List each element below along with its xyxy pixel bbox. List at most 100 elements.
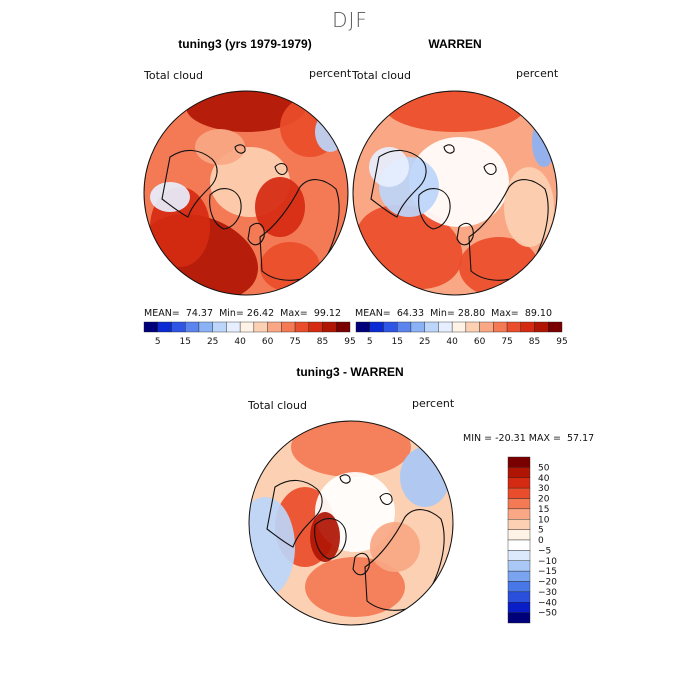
panel3-colorbar-tick-label: 40 [538, 474, 550, 484]
panel1-coastline [161, 149, 218, 218]
panel3-colorbar-swatch [507, 602, 531, 613]
panel2-colorbar-swatch [479, 321, 494, 333]
panel1-colorbar-swatch [281, 321, 296, 333]
panel2-coastline [456, 222, 474, 246]
panel1-polar-map [143, 90, 349, 296]
panel3-min-value: -20.31 [495, 433, 526, 444]
panel3-variable-label: Total cloud [248, 399, 307, 412]
panel1-colorbar-swatch [239, 321, 255, 333]
panel2-min-value: 28.80 [457, 308, 486, 319]
panel1-field-patch [255, 177, 305, 237]
panel2-colorbar-swatch [534, 321, 549, 333]
panel3-field-patch [370, 522, 420, 572]
panel3-colorbar-swatch [507, 477, 531, 489]
panel1-colorbar-swatch [171, 321, 186, 333]
panel3-colorbar-swatch [507, 519, 531, 530]
panel2-colorbar-swatch [383, 321, 398, 333]
panel2-min-label: Min= [430, 308, 455, 319]
panel2-colorbar-swatch [520, 321, 535, 333]
panel3-coastline [352, 552, 370, 576]
panel2-colorbar-tick-label: 85 [529, 337, 540, 347]
panel3-title: tuning3 - WARREN [296, 365, 404, 379]
panel1-colorbar-swatch [322, 321, 337, 333]
panel2-stats: MEAN= 64.33 Min= 28.80 Max= 89.10 [355, 308, 560, 319]
panel2-colorbar: 5 15 25 40 60 75 85 95 [355, 321, 567, 347]
panel3-colorbar-swatch [507, 487, 531, 499]
panel3-colorbar-tick-label: −15 [538, 567, 557, 577]
panel3-field-patch [305, 557, 405, 617]
panel3-colorbar-tick-label: 15 [538, 505, 549, 515]
panel3-colorbar-swatch [507, 581, 531, 593]
panel1-mean-value: 74.37 [185, 308, 214, 319]
panel1-colorbar-tick-label: 40 [234, 337, 246, 347]
panel1-colorbar-swatch [212, 321, 227, 333]
panel2-map-boundary [352, 90, 558, 296]
panel2-coastline [483, 162, 497, 176]
panel3-units-label: percent [412, 397, 455, 410]
panel3-coastline [339, 474, 351, 484]
panel1-colorbar-tick-label: 60 [262, 337, 274, 347]
panel3-colorbar-tick-label: −20 [538, 578, 557, 588]
panel3-colorbar-tick-label: 0 [538, 536, 544, 546]
panel3-colorbar-tick-label: −30 [538, 588, 557, 598]
panel2-colorbar-swatch [424, 321, 439, 333]
panel1-colorbar-tick-label: 85 [317, 337, 328, 347]
page-title: DJF [332, 8, 368, 32]
panel1-coastline [209, 188, 242, 230]
panel2-coastline [468, 179, 549, 281]
panel3-colorbar-swatch [507, 467, 531, 478]
panel2-title: WARREN [428, 37, 482, 51]
panel1-stats: MEAN= 74.37 Min= 26.42 Max= 99.12 [144, 308, 349, 319]
panel1-coastline [234, 144, 246, 154]
panel3-stats: MIN = -20.31 MAX = 57.17 [463, 433, 594, 444]
panel1-units-label: percent [309, 67, 352, 80]
panel1-max-label: Max= [280, 308, 308, 319]
panel3-colorbar-tick-label: −5 [538, 546, 551, 556]
panel2-max-value: 89.10 [524, 308, 553, 319]
panel2-coastline [370, 149, 427, 218]
panel1-mean-label: MEAN= [144, 308, 180, 319]
panel1-variable-label: Total cloud [144, 69, 203, 82]
panel3-max-value: 57.17 [567, 433, 595, 444]
panel3-colorbar-swatch [507, 529, 531, 541]
panel1-colorbar-swatch [253, 321, 268, 333]
panel3-map-boundary [248, 420, 454, 626]
panel1-map-boundary [143, 90, 349, 296]
panel3-polar-map [248, 420, 454, 626]
panel2-colorbar-swatch [506, 321, 521, 333]
panel3-field-patch [291, 421, 411, 477]
panel1-title: tuning3 (yrs 1979-1979) [178, 37, 312, 51]
panel2-variable-label: Total cloud [352, 69, 411, 82]
panel2-coastline [418, 188, 451, 230]
panel1-min-value: 26.42 [246, 308, 275, 319]
panel2-coastline [443, 144, 455, 154]
panel1-field-patch [195, 129, 245, 165]
panel3-colorbar-swatch [507, 508, 531, 520]
panel1-max-value: 99.12 [313, 308, 342, 319]
panel2-colorbar-tick-label: 5 [367, 337, 373, 347]
panel1-colorbar-swatch [226, 321, 241, 333]
panel1-coastline [247, 222, 265, 246]
panel2-mean-label: MEAN= [355, 308, 391, 319]
panel3-colorbar-swatch [507, 560, 531, 572]
panel1-colorbar-swatch [185, 321, 200, 333]
panel2-colorbar-swatch [493, 321, 508, 333]
panel3-colorbar-swatch [507, 612, 531, 624]
panel2-field-patch [409, 137, 509, 227]
panel2-colorbar-tick-label: 15 [391, 337, 402, 347]
panel3-field-patch [310, 512, 340, 562]
panel2-colorbar-tick-label: 95 [556, 337, 567, 347]
panel2-colorbar-swatch [465, 321, 480, 333]
panel2-field-patch [369, 147, 409, 187]
panel2-colorbar-swatch [548, 321, 563, 333]
panel2-colorbar-swatch [410, 321, 425, 333]
panel1-field-patch [150, 182, 190, 212]
panel1-colorbar-swatch [336, 321, 351, 333]
panel3-min-label: MIN = [463, 433, 493, 444]
panel2-colorbar-tick-label: 60 [474, 337, 486, 347]
panel1-coastline [274, 162, 288, 176]
panel3-colorbar-swatch [507, 591, 531, 603]
panel1-field-patch [315, 112, 345, 152]
panel1-colorbar-tick-label: 75 [289, 337, 300, 347]
panel3-colorbar-swatch [507, 570, 531, 582]
